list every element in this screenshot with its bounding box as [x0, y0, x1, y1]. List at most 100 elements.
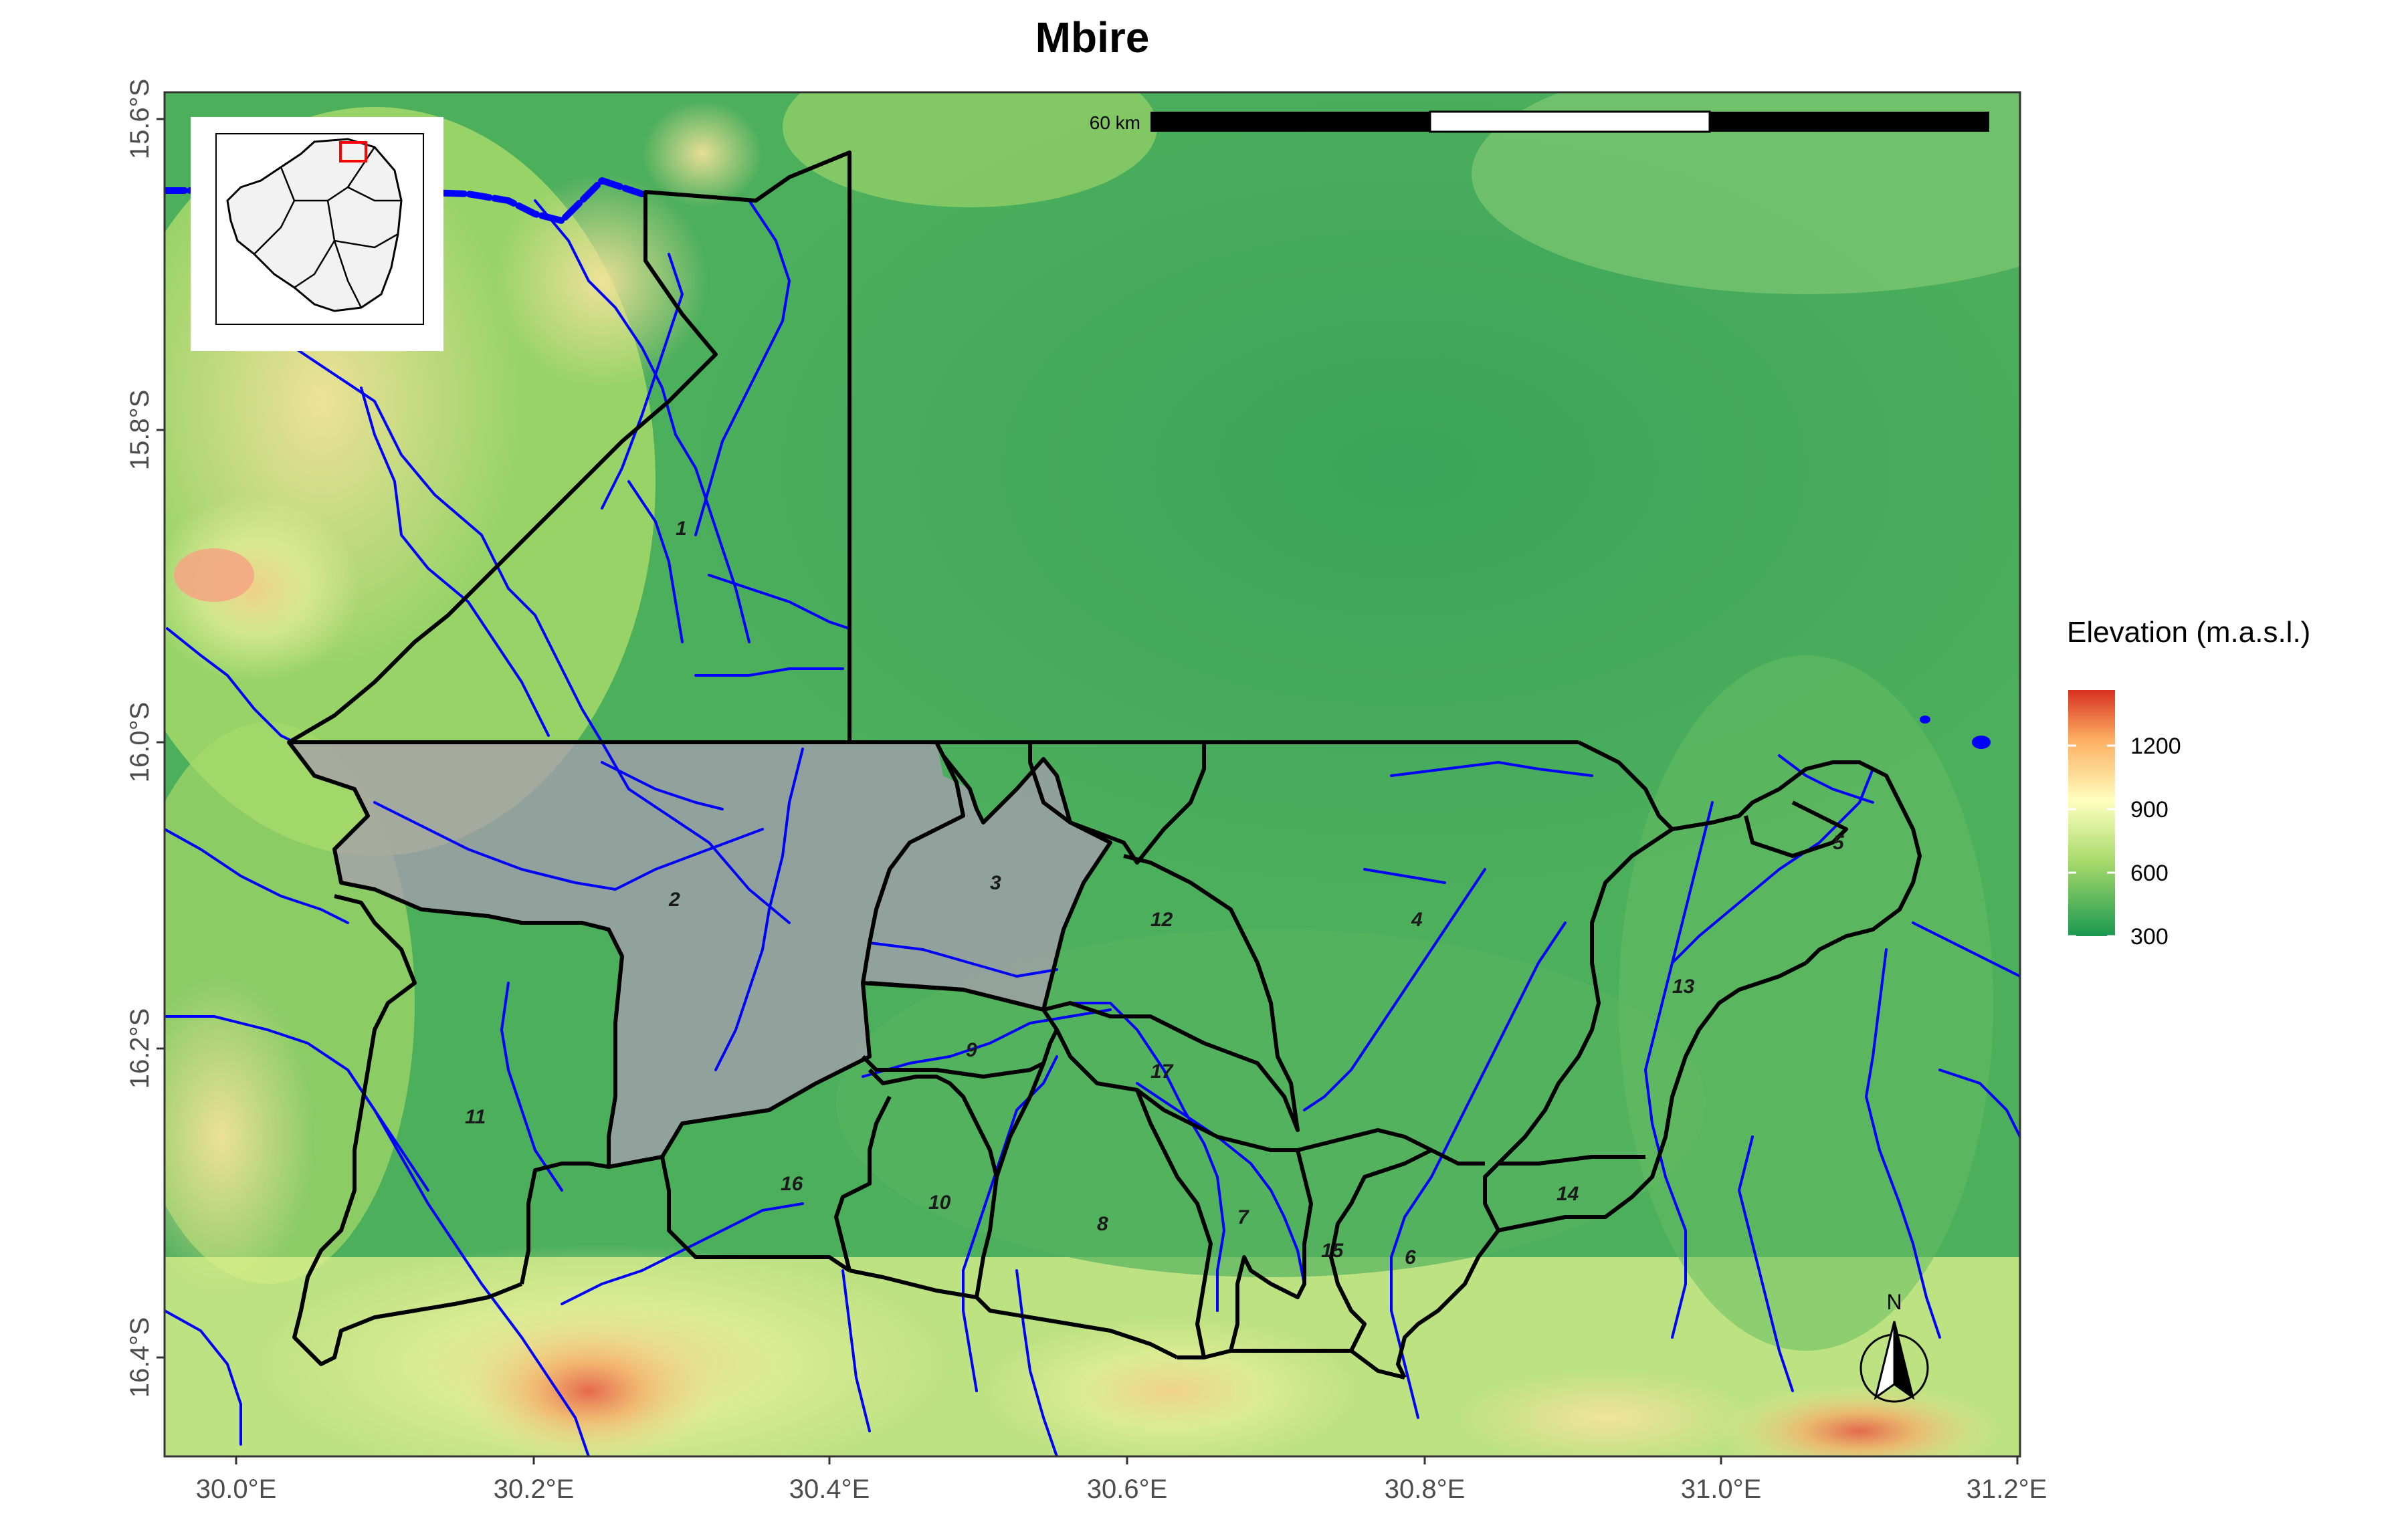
map-panel-border [163, 91, 2021, 1458]
river-3-1 [868, 942, 1058, 978]
river-w-3 [165, 1015, 429, 1192]
boundary-ward-17 [1055, 1028, 1485, 1166]
ward-label-1: 1 [676, 518, 687, 540]
legend-label: 1200 [2130, 734, 2181, 759]
ward-label-4: 4 [1411, 909, 1423, 931]
boundary-ward-1 [287, 150, 851, 744]
north-arrow: N [1860, 1290, 1929, 1403]
ward-boundaries [287, 150, 1922, 1380]
province-lines [254, 146, 401, 308]
x-tick-label: 30.0°E [196, 1474, 277, 1504]
river-2-2 [714, 748, 804, 1071]
x-tick-label: 30.8°E [1385, 1474, 1466, 1504]
ward-label-8: 8 [1097, 1213, 1108, 1235]
river-east-4 [1671, 768, 1874, 964]
boundary-ward-13 [1496, 827, 1674, 1166]
ward-label-10: 10 [928, 1192, 951, 1214]
y-axis [157, 118, 165, 1359]
legend-title: Elevation (m.a.s.l.) [2067, 616, 2310, 649]
ward-label-9: 9 [966, 1039, 977, 1061]
north-arrow-right [1893, 1321, 1915, 1400]
ward-label-16: 16 [781, 1173, 803, 1195]
river-13-1 [1644, 801, 1714, 1339]
boundary-ward-7 [1229, 1149, 1313, 1351]
zimbabwe-outline [226, 138, 403, 312]
scale-bar: 60 km [1090, 110, 1989, 133]
boundary-ward-4 [1577, 740, 1922, 965]
legend-colorbar [2068, 690, 2115, 936]
boundary-ward-10 [868, 1068, 999, 1178]
river-11-1 [500, 982, 563, 1192]
x-tick-label: 30.2°E [494, 1474, 575, 1504]
x-tick-label: 31.0°E [1681, 1474, 1762, 1504]
boundary-south-east [1177, 1349, 1405, 1380]
scale-bar-label: 60 km [1090, 112, 1140, 133]
river-nw-8 [694, 667, 844, 677]
y-tick-label: 16.2°S [125, 1008, 155, 1089]
boundary-ward-13-east [1483, 961, 1807, 1232]
river-east-3 [1778, 754, 1874, 804]
boundary-ward-16 [660, 1156, 851, 1273]
river-2-3 [601, 761, 724, 810]
map-title: Mbire [1035, 13, 1150, 62]
ward-label-14: 14 [1557, 1183, 1579, 1205]
ward-label-3: 3 [990, 872, 1001, 894]
x-axis [235, 1456, 2019, 1464]
water-bodies [1920, 716, 1991, 749]
ward-label-6: 6 [1405, 1246, 1416, 1269]
river-east-2 [1938, 1069, 2020, 1138]
river-nw-2 [360, 387, 550, 737]
ward-label-2: 2 [668, 889, 680, 911]
river-nw-7 [708, 574, 851, 630]
boundary-ward-5 [1744, 800, 1848, 858]
river-4-1 [1390, 761, 1593, 777]
boundary-ward-2 [287, 741, 965, 1169]
river-11-2 [346, 1069, 590, 1456]
boundary-ward-8-east [1135, 1089, 1213, 1358]
x-tick-label: 30.4°E [789, 1474, 870, 1504]
boundary-south [849, 1269, 977, 1299]
river-w-1 [166, 627, 296, 744]
river-4-2 [1363, 868, 1446, 884]
ward-label-15: 15 [1321, 1240, 1344, 1262]
legend-label: 900 [2130, 797, 2169, 822]
river-2-1 [373, 801, 764, 891]
y-tick-label: 15.6°S [125, 79, 155, 160]
river-south-1 [561, 1202, 804, 1305]
x-tick-label: 31.2°E [1967, 1474, 2047, 1504]
boundary-south-west [520, 1162, 609, 1285]
y-tick-label: 16.4°S [125, 1317, 155, 1398]
ward-label-13: 13 [1672, 976, 1695, 998]
scale-segment-3 [1710, 112, 1989, 132]
boundary-ward-15 [1329, 1148, 1433, 1352]
legend-label: 600 [2130, 861, 2169, 886]
legend-label: 300 [2130, 924, 2169, 950]
boundary-ward-12 [1043, 854, 1300, 1132]
river-nw-6 [627, 480, 684, 643]
river-13-3 [1738, 1135, 1794, 1392]
boundary-ward-12-north [1028, 742, 1206, 865]
inset-location-box [339, 141, 367, 162]
ward-label-11: 11 [465, 1106, 486, 1128]
river-4-4 [1303, 868, 1486, 1111]
ward-label-17: 17 [1150, 1061, 1174, 1083]
lake-east-small [1920, 716, 1930, 724]
ward-label-12: 12 [1150, 909, 1173, 931]
ward-label-5: 5 [1833, 832, 1845, 854]
elevation-raster [165, 92, 2020, 1456]
river-nw-5 [694, 199, 791, 536]
river-south-3 [1015, 1269, 1058, 1456]
river-4-3 [1390, 921, 1567, 1419]
y-tick-label: 16.0°S [125, 702, 155, 783]
x-axis-labels: 30.0°E 30.2°E 30.4°E 30.6°E 30.8°E 31.0°… [196, 1474, 2047, 1504]
scale-segment-2 [1429, 110, 1711, 133]
inset-map [191, 117, 443, 351]
river-nw-4 [601, 253, 684, 510]
y-axis-labels: 15.6°S 15.8°S 16.0°S 16.2°S 16.4°S [125, 79, 155, 1398]
x-tick-label: 30.6°E [1087, 1474, 1168, 1504]
river-east-1 [1912, 921, 2020, 978]
river-9-1 [862, 1008, 1112, 1078]
lake-east [1972, 736, 1991, 749]
river-nw-1 [293, 346, 791, 924]
